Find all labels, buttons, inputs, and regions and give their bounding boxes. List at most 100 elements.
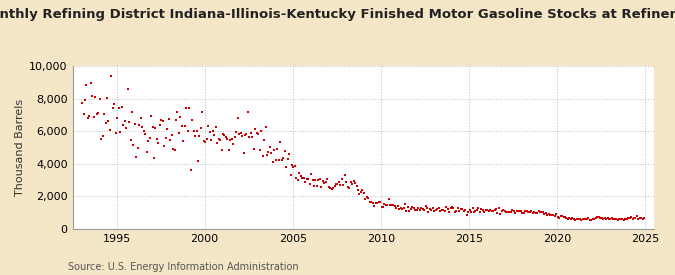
Point [159,144,169,148]
Point [427,206,438,210]
Point [86,81,97,85]
Point [298,175,309,180]
Point [457,207,468,211]
Point [397,207,408,211]
Point [78,112,89,116]
Point [340,172,350,177]
Point [481,207,491,212]
Point [539,211,550,216]
Point [537,210,548,214]
Point [420,204,431,208]
Point [213,137,224,142]
Point [153,141,164,145]
Point [422,206,433,210]
Point [307,178,318,182]
Point [473,206,484,210]
Point [176,124,187,128]
Point [344,186,354,190]
Point [556,213,566,218]
Point [549,214,560,219]
Point [80,98,90,103]
Point [616,217,626,222]
Point [321,180,331,185]
Point [188,128,199,133]
Point [260,125,271,130]
Point [614,217,624,222]
Point [426,208,437,213]
Point [401,209,412,213]
Point [436,208,447,212]
Point [592,215,603,219]
Point [562,217,573,221]
Point [445,206,456,211]
Point [141,150,152,155]
Point [256,128,267,133]
Point [201,137,212,141]
Point [125,138,136,142]
Point [95,97,105,101]
Point [366,200,377,204]
Point [230,135,240,140]
Point [582,217,593,221]
Point [502,210,513,214]
Point [371,201,381,205]
Text: Monthly Refining District Indiana-Illinois-Kentucky Finished Motor Gasoline Stoc: Monthly Refining District Indiana-Illino… [0,8,675,21]
Point [486,209,497,213]
Point [279,149,290,153]
Point [166,133,177,138]
Point [235,131,246,135]
Point [369,204,379,208]
Point [376,205,387,210]
Point [468,210,479,214]
Point [354,192,365,196]
Point [358,191,369,196]
Point [546,213,557,217]
Point [360,197,371,201]
Point [131,155,142,160]
Point [207,128,218,133]
Point [231,130,242,134]
Point [448,206,459,210]
Point [504,210,514,214]
Point [456,207,466,211]
Point [620,217,630,221]
Point [350,180,360,185]
Point [611,217,622,221]
Point [146,114,157,119]
Point [495,211,506,216]
Point [364,200,375,205]
Point [175,115,186,119]
Point [313,178,324,183]
Point [626,214,637,219]
Point [310,178,321,182]
Point [254,147,265,152]
Point [215,138,225,142]
Point [408,206,419,211]
Point [186,167,196,172]
Point [93,111,104,115]
Point [302,177,313,182]
Point [155,123,165,128]
Point [634,216,645,221]
Point [357,188,368,192]
Point [206,138,217,142]
Point [77,101,88,105]
Point [543,212,554,216]
Point [411,208,422,212]
Point [520,209,531,213]
Point [398,206,409,210]
Point [327,186,338,190]
Point [284,152,294,156]
Point [99,112,109,116]
Point [332,182,343,186]
Point [460,208,470,212]
Point [341,180,352,184]
Y-axis label: Thousand Barrels: Thousand Barrels [15,99,25,196]
Point [300,180,310,185]
Point [466,210,477,214]
Point [356,190,367,194]
Point [392,204,403,208]
Point [338,183,349,188]
Point [442,207,453,211]
Point [107,106,118,110]
